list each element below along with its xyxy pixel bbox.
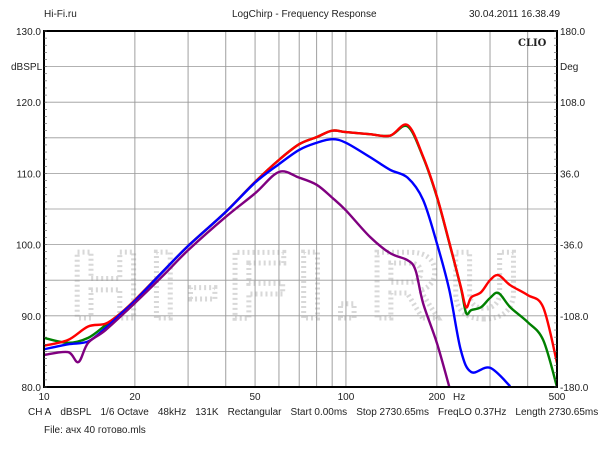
axis-ticks: 130.0 120.0 110.0 100.0 90.0 80.0 180.0 108.0 36… (16, 27, 589, 403)
watermark-text: HI-FI.RU (71, 232, 530, 339)
y-tick-label: 130.0 (16, 27, 41, 38)
series-line-blue (44, 138, 512, 387)
y2-tick-label: 36.0 (560, 169, 580, 180)
watermark: HI-FI.RU (68, 230, 530, 342)
site-label: Hi-Fi.ru (44, 9, 77, 20)
series-group (44, 123, 557, 387)
y2-tick-label: -180.0 (560, 383, 589, 394)
info-rate: 48kHz (157, 407, 187, 418)
info-size: 131K (195, 407, 219, 418)
info-channel: CH A (28, 407, 52, 418)
x-tick-label: 500 (549, 392, 566, 403)
y2-tick-label: 180.0 (560, 27, 585, 38)
info-unit: dBSPL (60, 407, 92, 418)
clio-logo: CLIO (518, 38, 547, 49)
x-tick-label: 50 (249, 392, 261, 403)
x-tick-label: 200 (428, 392, 445, 403)
x-tick-label: 10 (38, 392, 50, 403)
y-tick-label: 120.0 (16, 98, 41, 109)
timestamp: 30.04.2011 16.38.49 (469, 9, 561, 20)
y-tick-label: 80.0 (22, 383, 42, 394)
x-tick-label: 20 (129, 392, 141, 403)
y-tick-label: 90.0 (22, 312, 42, 323)
info-window: Rectangular (227, 407, 282, 418)
info-start: Start 0.00ms (290, 407, 348, 418)
x-axis-label: Hz (453, 392, 465, 403)
series-line-purple (44, 170, 451, 387)
y-axis-label: dBSPL (11, 62, 43, 73)
info-stop: Stop 2730.65ms (356, 407, 430, 418)
y-tick-label: 110.0 (17, 169, 42, 180)
measurement-info: CH A dBSPL 1/6 Octave 48kHz 131K Rectangular S… (28, 407, 600, 418)
y2-tick-label: -36.0 (560, 241, 583, 252)
y2-tick-label: 108.0 (560, 98, 585, 109)
file-name: File: ачх 40 готово.mls (44, 425, 146, 436)
info-smoothing: 1/6 Octave (100, 407, 149, 418)
chart-title: LogChirp - Frequency Response (232, 9, 377, 20)
y2-axis-label: Deg (560, 62, 578, 73)
info-freqlo: FreqLO 0.37Hz (438, 407, 507, 418)
y-tick-label: 100.0 (16, 241, 41, 252)
x-tick-label: 100 (338, 392, 355, 403)
info-length: Length 2730.65ms (515, 407, 599, 418)
y2-tick-label: -108.0 (560, 312, 589, 323)
